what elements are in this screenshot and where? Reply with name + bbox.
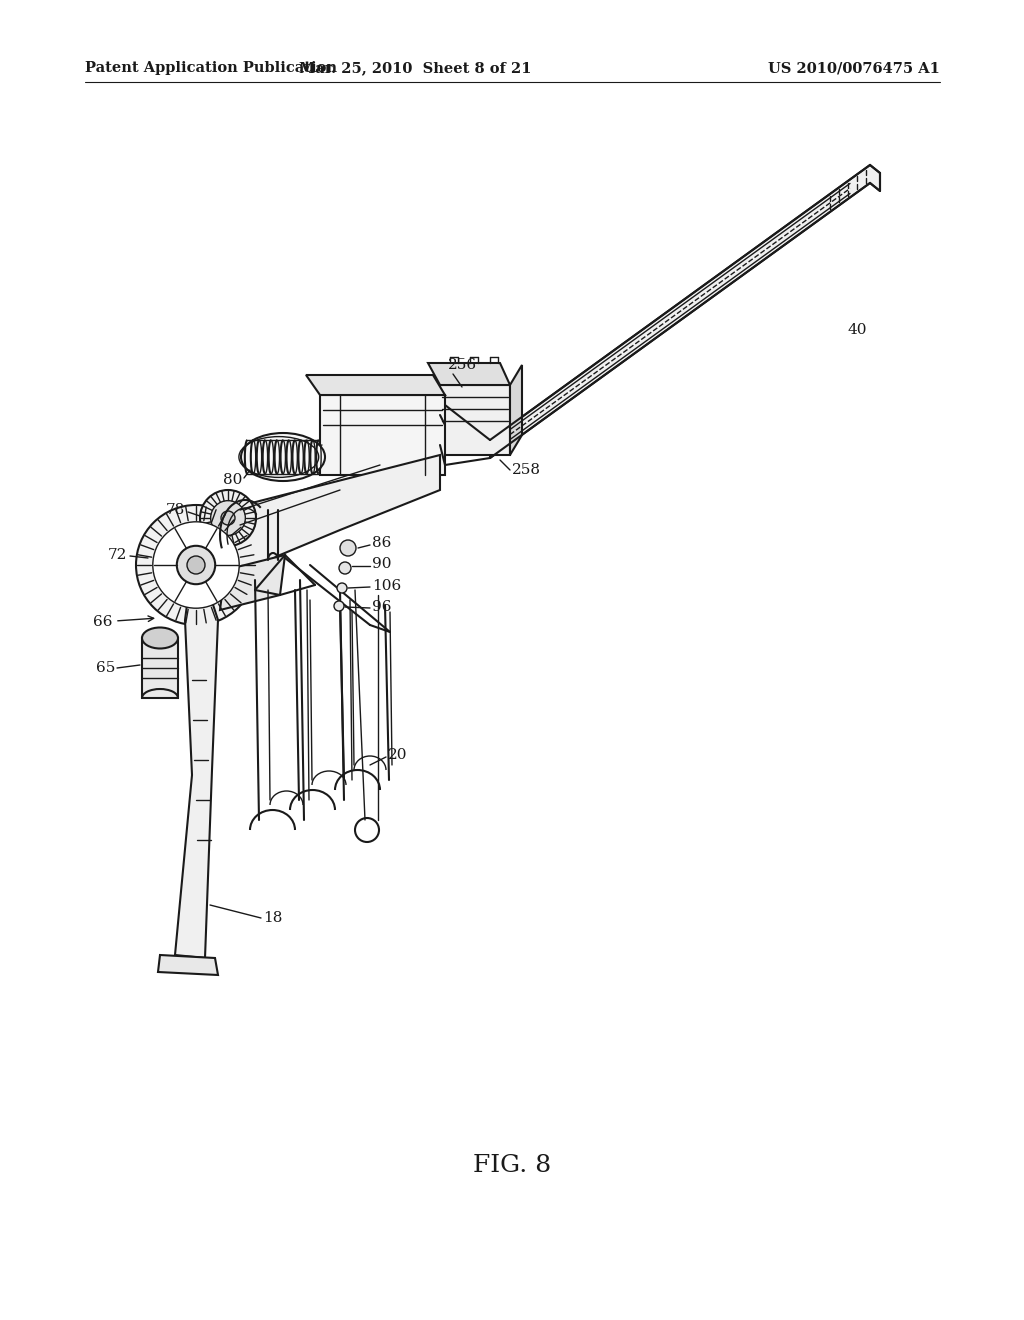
- Circle shape: [200, 490, 256, 546]
- Polygon shape: [440, 385, 510, 455]
- Polygon shape: [510, 366, 522, 455]
- Circle shape: [340, 540, 356, 556]
- Circle shape: [177, 545, 215, 585]
- Circle shape: [339, 562, 351, 574]
- Circle shape: [334, 601, 344, 611]
- Text: 65: 65: [95, 661, 115, 675]
- Circle shape: [136, 506, 256, 624]
- Text: 80: 80: [222, 473, 242, 487]
- Text: 40: 40: [847, 323, 866, 337]
- Text: 256: 256: [449, 358, 477, 372]
- Text: 90: 90: [372, 557, 391, 572]
- Circle shape: [153, 521, 240, 609]
- Text: 20: 20: [388, 748, 408, 762]
- Polygon shape: [306, 375, 445, 395]
- Ellipse shape: [142, 627, 178, 648]
- Text: 18: 18: [263, 911, 283, 925]
- Circle shape: [221, 511, 234, 525]
- Polygon shape: [175, 579, 218, 958]
- Circle shape: [337, 583, 347, 593]
- Circle shape: [355, 818, 379, 842]
- Ellipse shape: [241, 433, 325, 480]
- Polygon shape: [490, 165, 880, 458]
- Polygon shape: [319, 395, 445, 475]
- Circle shape: [211, 500, 246, 536]
- Polygon shape: [428, 363, 510, 385]
- Polygon shape: [142, 638, 178, 698]
- Text: 72: 72: [108, 548, 127, 562]
- Text: 96: 96: [372, 601, 391, 614]
- Text: 86: 86: [372, 536, 391, 550]
- Text: 106: 106: [372, 579, 401, 593]
- Text: 66: 66: [92, 615, 112, 630]
- Text: FIG. 8: FIG. 8: [473, 1154, 551, 1176]
- Text: 122: 122: [279, 441, 308, 455]
- Text: Patent Application Publication: Patent Application Publication: [85, 61, 337, 75]
- Text: US 2010/0076475 A1: US 2010/0076475 A1: [768, 61, 940, 75]
- Circle shape: [187, 556, 205, 574]
- Polygon shape: [220, 455, 440, 576]
- Text: 78: 78: [166, 503, 185, 517]
- Polygon shape: [158, 954, 218, 975]
- Polygon shape: [220, 554, 285, 610]
- Text: 258: 258: [512, 463, 541, 477]
- Text: Mar. 25, 2010  Sheet 8 of 21: Mar. 25, 2010 Sheet 8 of 21: [299, 61, 531, 75]
